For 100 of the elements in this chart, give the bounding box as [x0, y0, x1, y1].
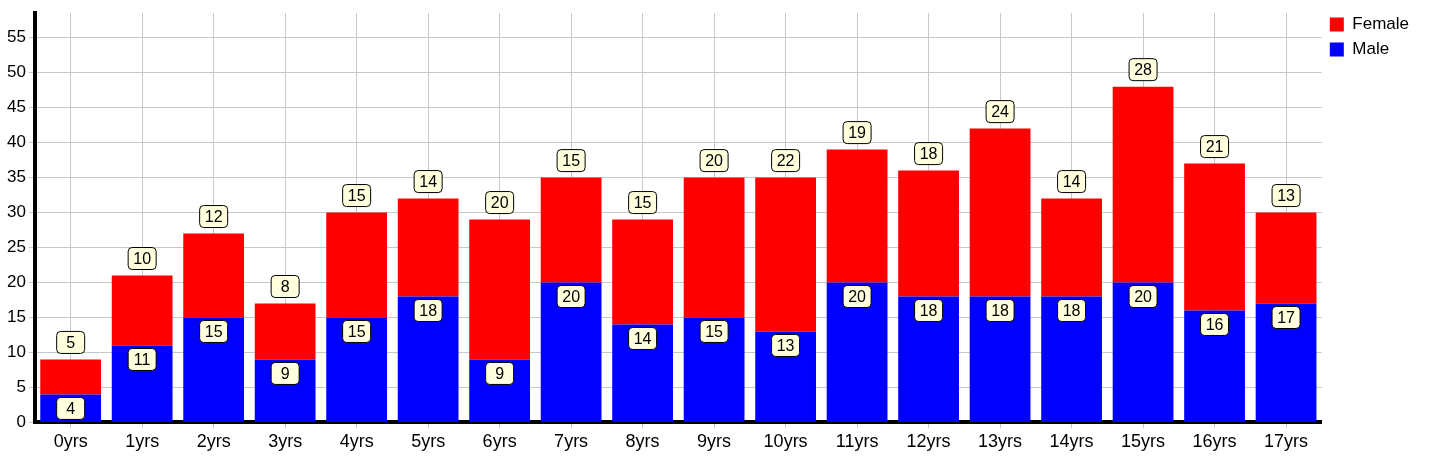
- bar: [183, 233, 245, 318]
- data-label: 20: [562, 287, 581, 305]
- bar: [683, 177, 745, 318]
- y-tick-label: 40: [6, 132, 26, 152]
- bar: [540, 282, 602, 422]
- data-label: 16: [1205, 315, 1224, 333]
- data-label: 15: [347, 186, 366, 204]
- bar: [612, 219, 673, 325]
- data-label: 15: [347, 322, 366, 340]
- data-label: 15: [705, 322, 724, 340]
- data-label: 12: [204, 207, 223, 225]
- bar: [1184, 310, 1245, 422]
- data-label: 17: [1277, 308, 1296, 326]
- bar: [1112, 86, 1174, 283]
- data-label: 15: [562, 151, 581, 169]
- bar: [826, 149, 888, 283]
- bar: [111, 275, 173, 346]
- x-tick-label: 13yrs: [978, 431, 1023, 452]
- x-tick-label: 2yrs: [196, 431, 231, 452]
- bar: [469, 219, 531, 360]
- bar: [326, 212, 388, 318]
- data-label: 14: [633, 329, 652, 347]
- x-tick-label: 8yrs: [625, 431, 660, 452]
- data-label: 15: [633, 193, 652, 211]
- data-label: 20: [1134, 287, 1153, 305]
- y-tick-label: 35: [6, 167, 26, 187]
- bar: [755, 177, 816, 332]
- x-tick-label: 12yrs: [906, 431, 951, 452]
- legend-label: Female: [1352, 14, 1409, 34]
- data-label: 13: [1277, 186, 1296, 204]
- y-tick-label: 5: [16, 377, 26, 397]
- y-tick-label: 45: [6, 97, 26, 117]
- data-label: 8: [280, 277, 290, 295]
- data-label: 24: [991, 103, 1010, 121]
- x-tick-label: 14yrs: [1049, 431, 1094, 452]
- data-label: 9: [495, 364, 505, 382]
- data-label: 13: [776, 336, 795, 354]
- data-label: 15: [204, 322, 223, 340]
- x-tick-label: 7yrs: [554, 431, 589, 452]
- data-label: 5: [66, 333, 76, 351]
- data-label: 28: [1134, 61, 1153, 79]
- x-tick-label: 10yrs: [763, 431, 808, 452]
- data-label: 18: [919, 301, 938, 319]
- bar: [397, 296, 459, 422]
- x-tick-label: 11yrs: [835, 431, 879, 452]
- bar: [826, 282, 888, 422]
- x-tick-label: 4yrs: [339, 431, 374, 452]
- bar: [1255, 303, 1317, 422]
- y-tick-label: 15: [6, 307, 26, 327]
- bar: [1041, 198, 1102, 297]
- bar: [1112, 282, 1174, 422]
- bar: [898, 296, 959, 422]
- data-label: 20: [848, 287, 867, 305]
- data-label: 22: [776, 151, 795, 169]
- bar: [40, 359, 102, 395]
- x-tick-label: 5yrs: [411, 431, 446, 452]
- x-tick-label: 15yrs: [1121, 431, 1166, 452]
- legend-label: Male: [1352, 39, 1390, 59]
- bar: [898, 170, 959, 297]
- bar: [612, 324, 673, 422]
- bar: [1255, 212, 1317, 304]
- x-tick-label: 17yrs: [1264, 431, 1309, 452]
- bar: [540, 177, 602, 283]
- bar: [683, 317, 745, 422]
- y-tick-label: 55: [6, 27, 26, 47]
- bar: [1041, 296, 1102, 422]
- bar: [1184, 163, 1245, 311]
- y-tick-label: 50: [6, 62, 26, 82]
- data-label: 20: [705, 151, 724, 169]
- bar: [969, 296, 1031, 422]
- bar: [969, 128, 1031, 297]
- y-tick-label: 10: [6, 342, 26, 362]
- x-tick-label: 0yrs: [53, 431, 88, 452]
- y-tick-label: 25: [6, 237, 26, 257]
- data-label: 18: [919, 144, 938, 162]
- x-tick-label: 1yrs: [125, 431, 160, 452]
- bar: [326, 317, 388, 422]
- data-label: 21: [1205, 138, 1224, 155]
- data-label: 20: [490, 193, 509, 211]
- data-label: 10: [133, 249, 152, 267]
- x-tick-label: 6yrs: [482, 431, 517, 452]
- data-label: 14: [1062, 172, 1081, 190]
- data-label: 9: [280, 364, 290, 382]
- y-tick-label: 30: [6, 202, 26, 222]
- bar: [397, 198, 459, 297]
- bar: [183, 317, 245, 422]
- bar: [254, 303, 316, 360]
- data-label: 18: [991, 301, 1010, 319]
- data-label: 14: [419, 172, 438, 190]
- data-label: 19: [848, 124, 867, 142]
- data-label: 11: [133, 350, 151, 368]
- x-tick-label: 3yrs: [268, 431, 303, 452]
- data-label: 18: [419, 301, 438, 319]
- y-tick-label: 0: [16, 412, 26, 432]
- bar: [755, 331, 816, 422]
- y-tick-label: 20: [6, 272, 26, 292]
- data-label: 18: [1062, 301, 1081, 319]
- x-tick-label: 9yrs: [697, 431, 732, 452]
- data-label: 4: [66, 399, 76, 417]
- x-tick-label: 16yrs: [1192, 431, 1237, 452]
